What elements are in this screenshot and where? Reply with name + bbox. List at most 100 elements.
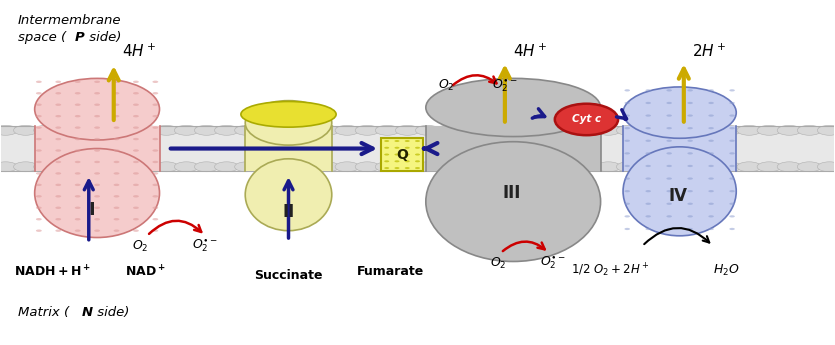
- Circle shape: [708, 177, 714, 180]
- Ellipse shape: [426, 142, 600, 262]
- Circle shape: [55, 218, 61, 220]
- Circle shape: [94, 104, 100, 106]
- Circle shape: [687, 228, 693, 230]
- Circle shape: [33, 125, 58, 135]
- Circle shape: [666, 177, 672, 180]
- Circle shape: [384, 167, 389, 169]
- Circle shape: [134, 162, 159, 172]
- Circle shape: [133, 184, 139, 186]
- Circle shape: [476, 125, 500, 135]
- Circle shape: [114, 125, 139, 135]
- Circle shape: [75, 92, 81, 95]
- Circle shape: [405, 154, 410, 156]
- Circle shape: [708, 102, 714, 104]
- Circle shape: [384, 147, 389, 149]
- Circle shape: [676, 125, 701, 135]
- Circle shape: [0, 162, 18, 172]
- Circle shape: [536, 162, 560, 172]
- Circle shape: [375, 125, 399, 135]
- Circle shape: [295, 125, 319, 135]
- Circle shape: [416, 162, 439, 172]
- Circle shape: [797, 162, 822, 172]
- Circle shape: [315, 162, 339, 172]
- Circle shape: [133, 104, 139, 106]
- Circle shape: [55, 172, 61, 175]
- Circle shape: [384, 154, 389, 156]
- Circle shape: [645, 89, 651, 91]
- Text: $O_2$: $O_2$: [490, 256, 507, 271]
- Circle shape: [153, 104, 159, 106]
- Circle shape: [36, 207, 42, 209]
- Circle shape: [645, 203, 651, 205]
- Circle shape: [777, 125, 802, 135]
- Circle shape: [195, 162, 219, 172]
- Circle shape: [717, 125, 741, 135]
- Ellipse shape: [554, 104, 618, 135]
- Circle shape: [94, 162, 118, 172]
- Circle shape: [53, 162, 78, 172]
- Circle shape: [153, 229, 159, 232]
- Circle shape: [729, 228, 735, 230]
- Circle shape: [708, 215, 714, 217]
- Ellipse shape: [35, 78, 159, 140]
- Circle shape: [797, 125, 822, 135]
- Text: Cyt c: Cyt c: [572, 115, 601, 125]
- Text: Succinate: Succinate: [254, 269, 323, 282]
- Circle shape: [55, 104, 61, 106]
- Bar: [245, 126, 331, 171]
- Circle shape: [114, 115, 119, 117]
- Circle shape: [405, 167, 410, 169]
- Circle shape: [396, 125, 419, 135]
- Circle shape: [687, 203, 693, 205]
- Circle shape: [255, 125, 279, 135]
- Circle shape: [55, 126, 61, 129]
- Circle shape: [415, 140, 420, 142]
- FancyBboxPatch shape: [381, 138, 423, 171]
- Bar: [623, 126, 736, 171]
- Circle shape: [153, 81, 159, 83]
- Circle shape: [708, 115, 714, 117]
- Ellipse shape: [623, 147, 736, 236]
- Circle shape: [405, 160, 410, 162]
- Circle shape: [94, 161, 100, 163]
- Circle shape: [275, 125, 299, 135]
- Circle shape: [666, 115, 672, 117]
- Text: Q: Q: [396, 148, 408, 161]
- Circle shape: [94, 172, 100, 175]
- Circle shape: [625, 89, 630, 91]
- Circle shape: [456, 125, 480, 135]
- Circle shape: [636, 162, 660, 172]
- Circle shape: [133, 172, 139, 175]
- Circle shape: [596, 162, 620, 172]
- Circle shape: [666, 203, 672, 205]
- Circle shape: [456, 162, 480, 172]
- Circle shape: [134, 125, 159, 135]
- Circle shape: [729, 165, 735, 167]
- Circle shape: [436, 162, 460, 172]
- Circle shape: [687, 102, 693, 104]
- Circle shape: [645, 228, 651, 230]
- Circle shape: [576, 125, 600, 135]
- Circle shape: [55, 149, 61, 152]
- Circle shape: [94, 125, 118, 135]
- Text: side): side): [84, 31, 121, 44]
- Circle shape: [94, 92, 100, 95]
- Circle shape: [687, 165, 693, 167]
- Circle shape: [394, 147, 399, 149]
- Circle shape: [114, 126, 119, 129]
- Circle shape: [53, 125, 78, 135]
- Circle shape: [215, 162, 239, 172]
- Circle shape: [687, 215, 693, 217]
- Circle shape: [636, 125, 660, 135]
- Circle shape: [154, 125, 179, 135]
- Circle shape: [396, 162, 419, 172]
- Circle shape: [75, 126, 81, 129]
- Circle shape: [687, 127, 693, 129]
- Circle shape: [114, 138, 119, 140]
- Text: Fumarate: Fumarate: [357, 265, 424, 278]
- Ellipse shape: [245, 101, 331, 145]
- Circle shape: [625, 215, 630, 217]
- Circle shape: [153, 92, 159, 95]
- Circle shape: [75, 184, 81, 186]
- Text: $\mathbf{NADH + H^+}$: $\mathbf{NADH + H^+}$: [14, 264, 91, 279]
